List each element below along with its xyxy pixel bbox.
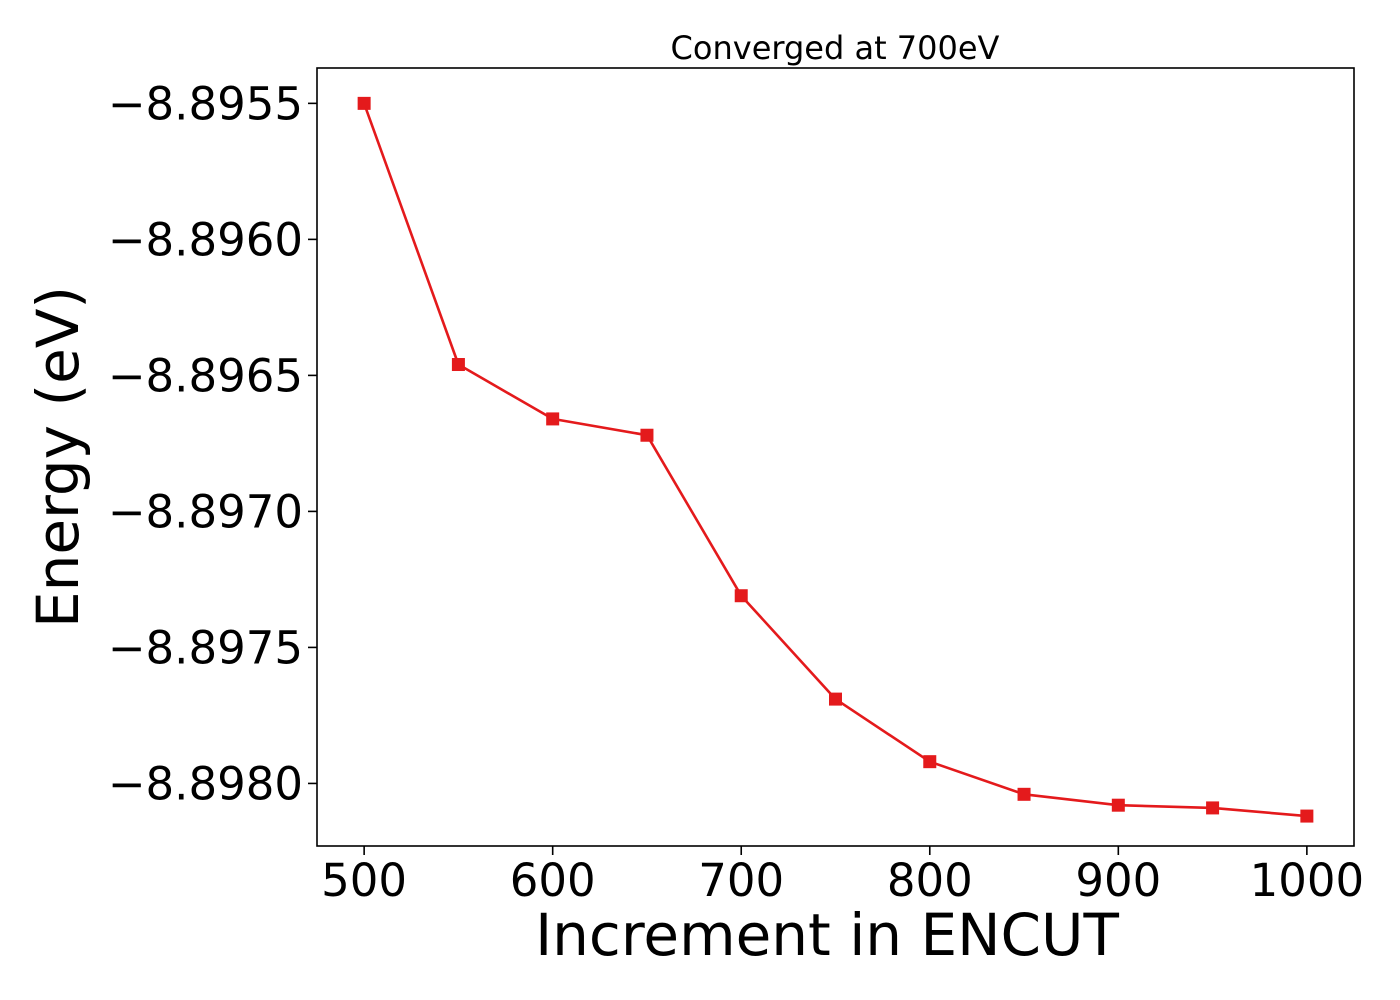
x-tick-label: 1000 (1250, 854, 1365, 907)
data-point-marker (1206, 801, 1220, 815)
data-point-marker (1300, 809, 1314, 823)
series-line (362, 102, 1308, 818)
data-point-marker (734, 589, 748, 603)
data-point-marker (357, 96, 371, 110)
axis-ticks: 500 600 700 800 900 1000 −8.8955 −8.8960 −8.8965… (108, 77, 1364, 907)
data-series (357, 96, 1314, 823)
x-tick-label: 500 (321, 854, 407, 907)
x-tick-label: 800 (887, 854, 973, 907)
y-axis-label: Energy (eV) (24, 286, 92, 628)
data-point-marker (829, 692, 842, 706)
y-tick-label: −8.8955 (108, 77, 303, 130)
data-point-marker (1111, 798, 1125, 812)
x-tick-label: 900 (1075, 854, 1161, 907)
y-tick-label: −8.8965 (108, 349, 303, 402)
x-axis-label: Increment in ENCUT (535, 901, 1119, 969)
data-point-marker (451, 358, 465, 372)
data-point-marker (923, 755, 937, 769)
y-tick-label: −8.8975 (108, 621, 303, 674)
plot-area-frame (316, 67, 1355, 847)
y-tick-label: −8.8970 (108, 485, 303, 538)
y-tick-label: −8.8960 (108, 213, 303, 266)
y-tick-label: −8.8980 (108, 757, 303, 810)
x-tick-label: 600 (510, 854, 596, 907)
chart-title: Converged at 700eV (671, 29, 1000, 67)
data-point-marker (546, 412, 560, 426)
data-point-marker (1017, 787, 1031, 801)
x-tick-label: 700 (698, 854, 784, 907)
data-point-marker (640, 428, 654, 442)
